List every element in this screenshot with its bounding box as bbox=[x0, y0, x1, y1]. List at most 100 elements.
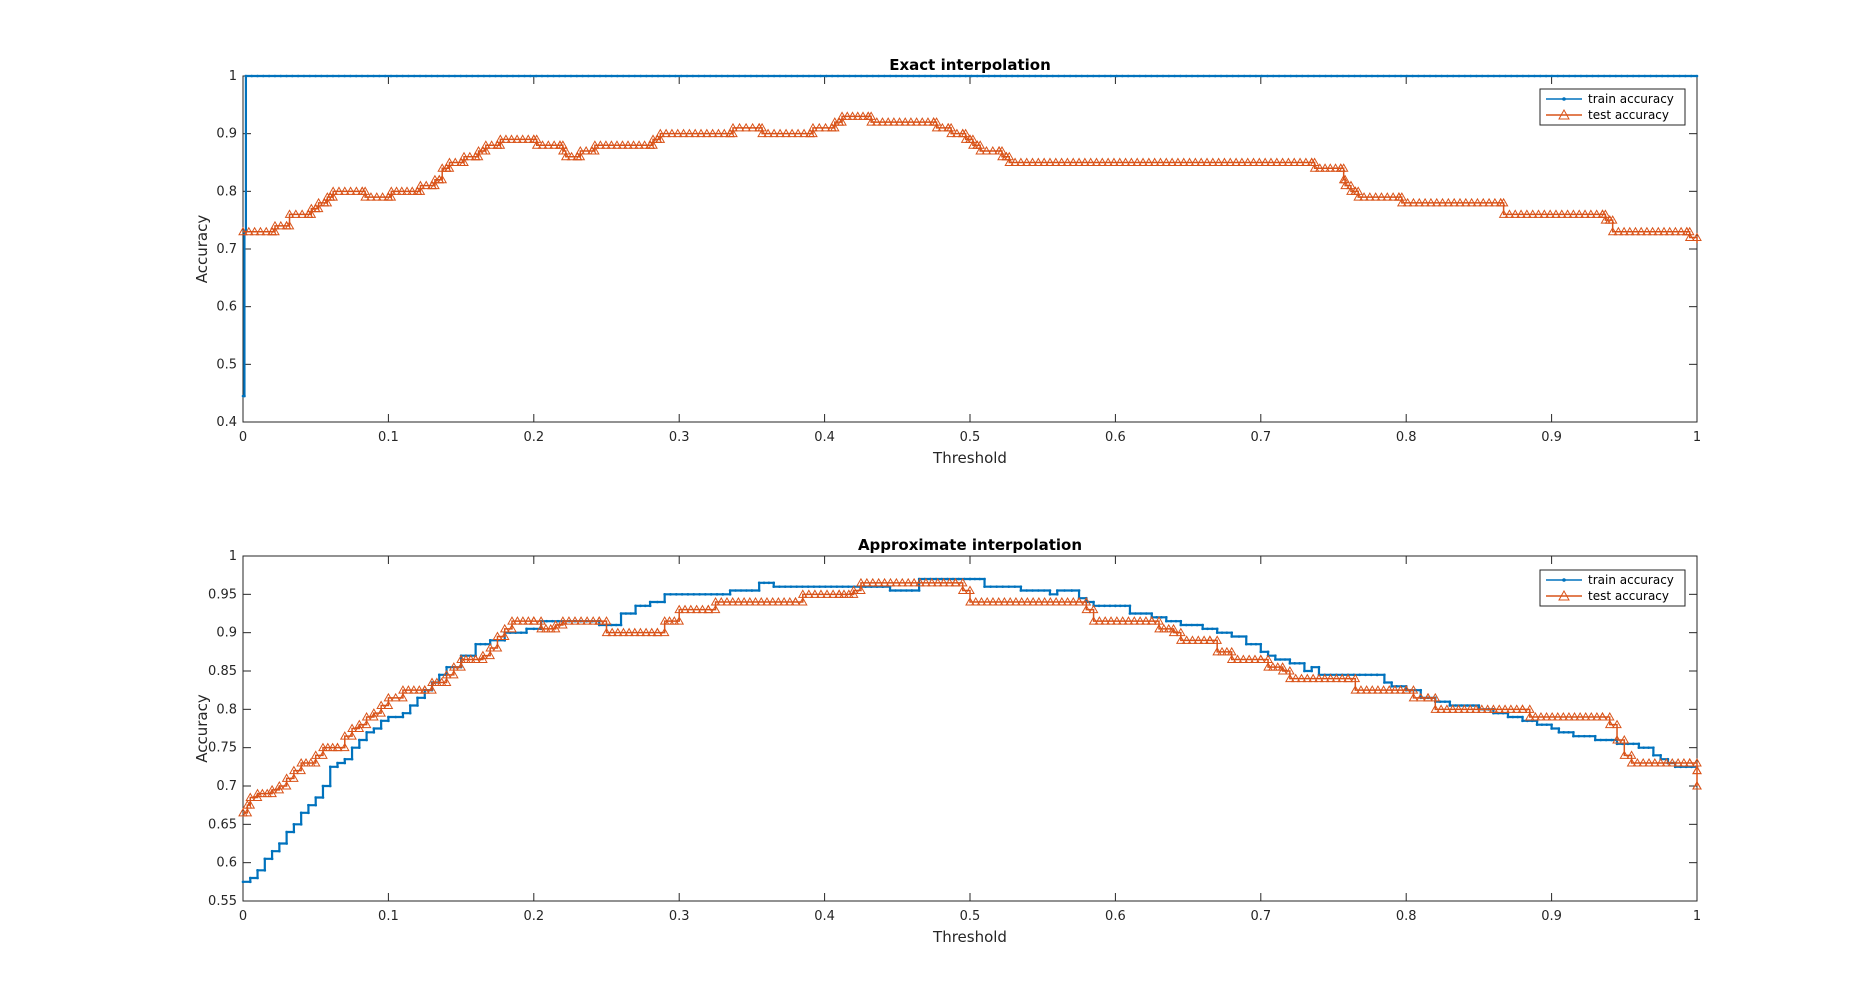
data-point bbox=[1592, 711, 1602, 721]
x-tick-label: 0.5 bbox=[960, 430, 981, 445]
data-point bbox=[601, 627, 612, 637]
data-point bbox=[1361, 685, 1372, 694]
data-point bbox=[1103, 74, 1107, 78]
data-point bbox=[1288, 662, 1292, 665]
data-point bbox=[1196, 157, 1207, 166]
data-point bbox=[1150, 612, 1154, 615]
data-point bbox=[1016, 157, 1026, 166]
data-point bbox=[1312, 74, 1316, 78]
data-point bbox=[419, 685, 430, 694]
data-point bbox=[1500, 704, 1510, 713]
data-point bbox=[488, 639, 492, 642]
data-point bbox=[1521, 74, 1525, 78]
data-point bbox=[1562, 74, 1565, 78]
data-point bbox=[668, 74, 671, 78]
data-point bbox=[1376, 192, 1387, 201]
data-point bbox=[1097, 157, 1108, 166]
legend-entry-label: test accuracy bbox=[1588, 589, 1669, 603]
data-point bbox=[1600, 209, 1611, 218]
data-point bbox=[448, 669, 459, 679]
data-point bbox=[1144, 612, 1148, 615]
data-point bbox=[1575, 711, 1585, 721]
data-point bbox=[480, 145, 491, 155]
data-point bbox=[812, 585, 816, 588]
data-point bbox=[1222, 646, 1232, 656]
data-point bbox=[328, 765, 332, 769]
data-point bbox=[1498, 197, 1509, 207]
data-point bbox=[1324, 74, 1327, 78]
data-point bbox=[1574, 209, 1585, 218]
data-point bbox=[320, 74, 323, 78]
data-point bbox=[441, 677, 452, 686]
data-point bbox=[629, 627, 640, 637]
data-point bbox=[1115, 74, 1118, 78]
data-point bbox=[1637, 74, 1641, 78]
data-point bbox=[1080, 157, 1090, 166]
data-point bbox=[1219, 74, 1223, 78]
data-point bbox=[1184, 74, 1188, 78]
data-point bbox=[339, 742, 350, 752]
data-point bbox=[328, 784, 332, 788]
data-point bbox=[749, 74, 753, 78]
data-point bbox=[1482, 704, 1493, 713]
data-point bbox=[824, 585, 827, 588]
data-point bbox=[719, 128, 730, 138]
data-point bbox=[1390, 685, 1400, 694]
data-point bbox=[1126, 74, 1130, 78]
data-point bbox=[1206, 627, 1209, 631]
data-point bbox=[894, 117, 905, 126]
data-point bbox=[1039, 74, 1043, 78]
data-point bbox=[750, 596, 761, 606]
data-point bbox=[285, 830, 288, 834]
data-point bbox=[525, 631, 528, 634]
data-point bbox=[1150, 74, 1153, 78]
data-point bbox=[721, 593, 725, 596]
data-point bbox=[643, 604, 647, 608]
data-point bbox=[1168, 623, 1179, 633]
data-point bbox=[1205, 635, 1215, 644]
data-point bbox=[1242, 74, 1246, 78]
data-point bbox=[290, 209, 301, 218]
data-point bbox=[1620, 74, 1623, 78]
data-point bbox=[1164, 619, 1168, 623]
data-point bbox=[929, 74, 933, 78]
data-point bbox=[1277, 157, 1288, 166]
data-point bbox=[1457, 74, 1461, 78]
data-point bbox=[797, 596, 808, 606]
data-point bbox=[697, 74, 700, 78]
data-point bbox=[1100, 616, 1111, 625]
data-point bbox=[383, 74, 387, 78]
data-point bbox=[1260, 157, 1271, 166]
data-point bbox=[1011, 596, 1021, 606]
data-point bbox=[787, 128, 797, 138]
data-point bbox=[674, 593, 678, 596]
data-point bbox=[444, 163, 455, 172]
data-point bbox=[1579, 74, 1583, 78]
data-point bbox=[937, 122, 948, 132]
data-point bbox=[478, 650, 488, 660]
data-point bbox=[750, 589, 754, 592]
data-point bbox=[470, 74, 474, 78]
data-point bbox=[1173, 157, 1183, 166]
data-point bbox=[779, 596, 789, 606]
data-point bbox=[1382, 192, 1393, 201]
data-point bbox=[1237, 74, 1240, 78]
data-point bbox=[607, 627, 618, 637]
data-point bbox=[648, 600, 652, 604]
data-point bbox=[1524, 711, 1535, 721]
data-point bbox=[485, 642, 496, 652]
data-point bbox=[321, 796, 325, 799]
data-point bbox=[1092, 600, 1095, 604]
data-point bbox=[1230, 631, 1234, 634]
data-point bbox=[1376, 74, 1380, 78]
data-point bbox=[1550, 727, 1553, 730]
data-point bbox=[343, 761, 347, 765]
data-point bbox=[495, 140, 506, 149]
data-point bbox=[336, 765, 339, 769]
data-point bbox=[1350, 685, 1361, 694]
data-point bbox=[1655, 74, 1658, 78]
data-point bbox=[641, 627, 651, 637]
data-point bbox=[1619, 750, 1630, 759]
data-point bbox=[1504, 74, 1507, 78]
data-point bbox=[834, 589, 845, 598]
